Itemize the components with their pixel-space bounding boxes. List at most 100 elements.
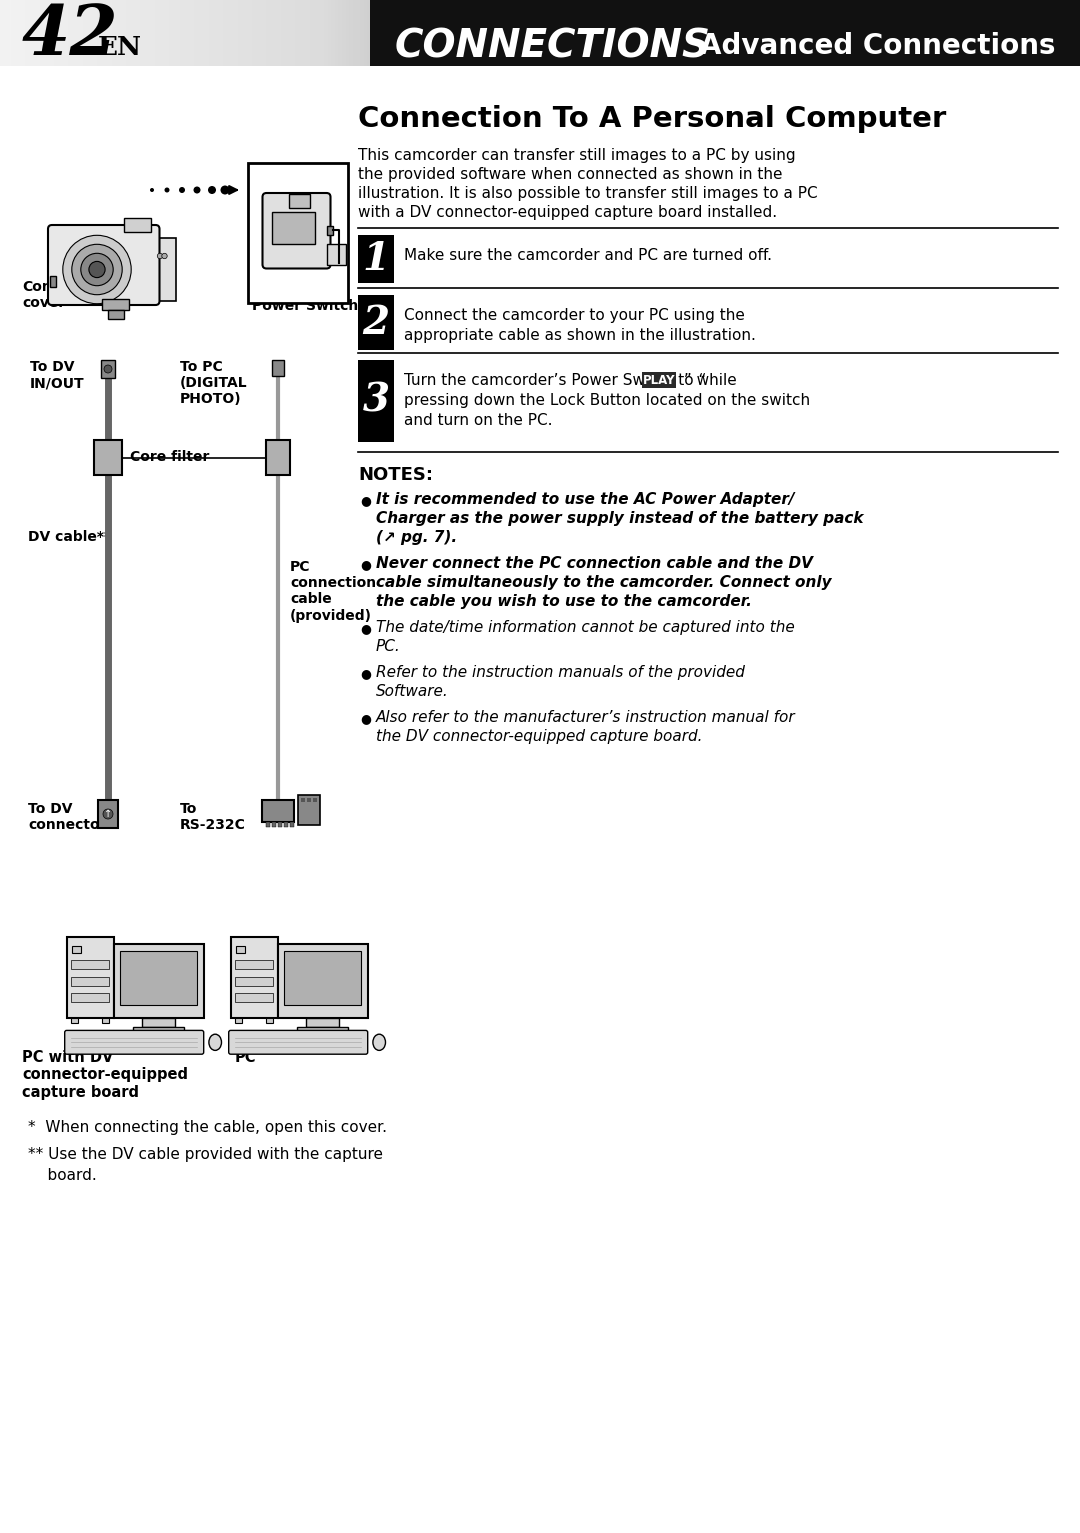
Bar: [288, 0, 293, 66]
Bar: [36, 0, 41, 66]
Bar: [662, 0, 667, 66]
Bar: [943, 0, 948, 66]
Bar: [50, 276, 55, 287]
Bar: [378, 0, 382, 66]
Bar: [98, 800, 118, 828]
Bar: [252, 0, 257, 66]
Bar: [353, 0, 357, 66]
Bar: [483, 0, 487, 66]
Bar: [198, 0, 203, 66]
Bar: [713, 0, 717, 66]
Circle shape: [89, 262, 105, 277]
Bar: [392, 0, 397, 66]
Bar: [659, 0, 663, 66]
Bar: [856, 0, 862, 66]
Bar: [969, 0, 973, 66]
Bar: [208, 0, 214, 66]
Bar: [259, 0, 264, 66]
Bar: [839, 0, 843, 66]
Bar: [1066, 0, 1070, 66]
Bar: [133, 1027, 184, 1035]
Bar: [623, 0, 627, 66]
Text: PC: PC: [235, 1050, 257, 1065]
Bar: [105, 0, 109, 66]
Bar: [307, 1018, 339, 1027]
Bar: [266, 440, 291, 475]
Bar: [235, 1018, 242, 1024]
Text: 1: 1: [363, 241, 390, 277]
Bar: [853, 0, 858, 66]
Bar: [602, 0, 606, 66]
Bar: [983, 0, 987, 66]
Bar: [950, 0, 955, 66]
Bar: [403, 0, 408, 66]
Bar: [342, 0, 347, 66]
Text: *  When connecting the cable, open this cover.: * When connecting the cable, open this c…: [28, 1121, 387, 1134]
Bar: [43, 0, 48, 66]
Bar: [605, 0, 609, 66]
Bar: [235, 960, 273, 969]
Bar: [421, 0, 426, 66]
Bar: [310, 0, 314, 66]
Bar: [882, 0, 887, 66]
Bar: [835, 0, 840, 66]
Bar: [508, 0, 512, 66]
Bar: [1077, 0, 1080, 66]
Bar: [302, 0, 307, 66]
Bar: [569, 0, 573, 66]
Text: Software.: Software.: [376, 684, 449, 699]
Bar: [645, 0, 649, 66]
Bar: [694, 0, 700, 66]
Bar: [278, 0, 282, 66]
Bar: [400, 0, 404, 66]
Bar: [875, 0, 879, 66]
Text: To DV
IN/OUT: To DV IN/OUT: [30, 360, 84, 391]
Bar: [756, 0, 760, 66]
Circle shape: [193, 187, 201, 193]
Bar: [435, 0, 441, 66]
Bar: [51, 0, 55, 66]
Bar: [143, 1018, 175, 1027]
Bar: [637, 0, 642, 66]
Bar: [386, 0, 390, 66]
Bar: [551, 0, 555, 66]
Bar: [100, 0, 106, 66]
Bar: [500, 0, 505, 66]
Bar: [335, 0, 339, 66]
Bar: [357, 294, 394, 350]
Bar: [929, 0, 933, 66]
Bar: [176, 0, 181, 66]
Bar: [475, 0, 480, 66]
Bar: [788, 0, 793, 66]
Text: the cable you wish to use to the camcorder.: the cable you wish to use to the camcord…: [376, 593, 752, 609]
Bar: [630, 0, 635, 66]
Bar: [964, 0, 970, 66]
Bar: [148, 0, 152, 66]
Text: PC
connection
cable
(provided): PC connection cable (provided): [291, 560, 376, 622]
Circle shape: [208, 185, 216, 195]
Bar: [191, 0, 195, 66]
Bar: [120, 950, 198, 1004]
Bar: [867, 0, 873, 66]
Bar: [71, 1018, 79, 1024]
Text: Make sure the camcorder and PC are turned off.: Make sure the camcorder and PC are turne…: [404, 248, 772, 264]
Bar: [124, 218, 151, 231]
Bar: [640, 0, 646, 66]
Bar: [1069, 0, 1074, 66]
Bar: [1018, 0, 1024, 66]
Bar: [850, 0, 854, 66]
Text: NOTES:: NOTES:: [357, 466, 433, 484]
Bar: [224, 0, 228, 66]
Bar: [94, 0, 98, 66]
Text: Connection To A Personal Computer: Connection To A Personal Computer: [357, 104, 946, 133]
Bar: [219, 0, 225, 66]
Bar: [537, 0, 541, 66]
Bar: [165, 0, 171, 66]
Bar: [295, 0, 300, 66]
Bar: [940, 0, 944, 66]
Circle shape: [81, 253, 113, 285]
Bar: [936, 0, 941, 66]
Bar: [580, 0, 584, 66]
Text: To DV
connector: To DV connector: [28, 802, 107, 832]
Bar: [526, 0, 530, 66]
